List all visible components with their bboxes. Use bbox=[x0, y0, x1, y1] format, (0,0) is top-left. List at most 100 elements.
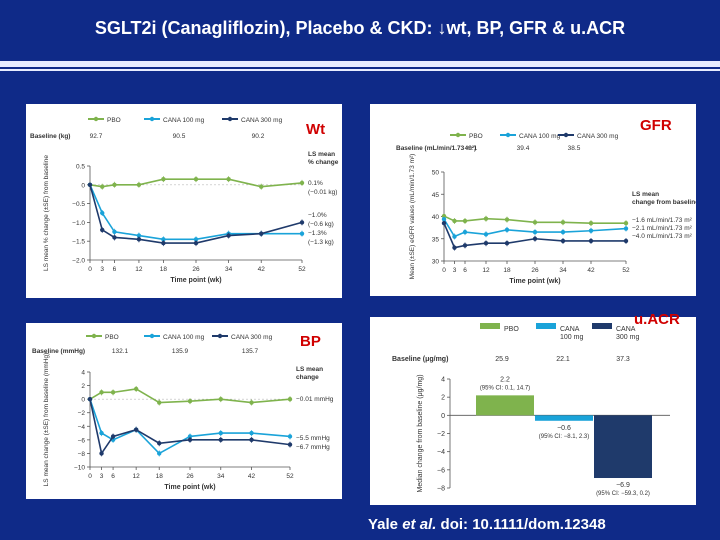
bp-x-tick-label-4: 18 bbox=[156, 473, 164, 480]
bp-x-axis-title: Time point (wk) bbox=[164, 484, 215, 491]
wt-series-0-point-2 bbox=[112, 182, 117, 187]
wt-series-2-point-5 bbox=[193, 240, 199, 246]
wt-series-2-point-8 bbox=[299, 220, 305, 225]
wt-series-0-point-6 bbox=[226, 176, 231, 182]
wt-y-tick-label-1: 0 bbox=[81, 182, 85, 189]
bp-y-tick-label-2: 0 bbox=[81, 397, 85, 404]
gfr-series-0-point-3 bbox=[483, 216, 489, 221]
wt-series-2-point-1 bbox=[100, 227, 105, 233]
gfr-legend-label-2: CANA 300 mg bbox=[577, 133, 619, 140]
bp-series-0-point-6 bbox=[218, 396, 223, 402]
wt-x-tick-label-6: 34 bbox=[225, 266, 233, 273]
uacr-legend-label-2-1: 300 mg bbox=[616, 334, 639, 341]
bp-series-0-point-5 bbox=[187, 398, 193, 404]
wt-annotation-3: (−0.6 kg) bbox=[308, 221, 334, 228]
bp-series-1-point-1 bbox=[99, 430, 104, 436]
uacr-bar-0 bbox=[476, 395, 534, 416]
wt-annotation-header-2: % change bbox=[308, 159, 339, 166]
wt-series-0-point-5 bbox=[193, 176, 199, 182]
bp-series-2-point-5 bbox=[187, 437, 193, 443]
wt-panel-label: Wt bbox=[306, 121, 326, 138]
gfr-annotation-2: −4.0 mL/min/1.73 m² bbox=[632, 233, 693, 240]
wt-annotation-1: (−0.01 kg) bbox=[308, 189, 337, 196]
uacr-legend-label-2-0: CANA bbox=[616, 326, 636, 333]
uacr-ci-label-1: (95% CI: −8.1, 2.3) bbox=[539, 434, 590, 440]
wt-series-2-point-7 bbox=[259, 231, 264, 236]
bp-x-tick-label-6: 34 bbox=[217, 473, 225, 480]
uacr-y-tick-label-5: −6 bbox=[437, 467, 445, 474]
gfr-y-tick-label-4: 30 bbox=[432, 259, 440, 266]
wt-series-1-point-1 bbox=[100, 210, 105, 216]
wt-series-2-point-6 bbox=[226, 233, 231, 238]
gfr-series-0-point-6 bbox=[560, 220, 566, 225]
bp-annotation-2: −6.7 mmHg bbox=[296, 444, 330, 451]
bp-x-tick-label-2: 6 bbox=[111, 473, 115, 480]
gfr-legend-marker-0 bbox=[455, 132, 461, 138]
gfr-series-0-point-8 bbox=[623, 220, 629, 226]
bp-series-1-point-4 bbox=[157, 451, 162, 456]
title-divider-thick bbox=[0, 61, 720, 67]
gfr-x-tick-label-4: 18 bbox=[503, 267, 511, 274]
bp-series-0-point-3 bbox=[133, 386, 139, 392]
bp-legend-label-0: PBO bbox=[105, 334, 119, 341]
bp-x-tick-label-0: 0 bbox=[88, 473, 92, 480]
gfr-series-1-point-6 bbox=[560, 229, 566, 235]
uacr-y-tick-label-6: −8 bbox=[437, 486, 445, 493]
gfr-series-2-point-6 bbox=[560, 238, 566, 244]
gfr-series-1-point-4 bbox=[504, 227, 510, 233]
uacr-y-tick-label-4: −4 bbox=[437, 449, 445, 456]
uacr-bar-label-2: −6.9 bbox=[616, 482, 630, 489]
bp-series-2-point-3 bbox=[133, 427, 139, 432]
uacr-bar-label-0: 2.2 bbox=[500, 376, 510, 383]
bp-y-tick-label-6: −8 bbox=[78, 451, 86, 458]
wt-annotation-header-1: LS mean bbox=[308, 151, 335, 158]
wt-y-axis-title: LS mean % change (±SE) from baseline bbox=[43, 155, 50, 271]
uacr-legend-label-0-0: PBO bbox=[504, 326, 519, 333]
bp-x-tick-label-7: 42 bbox=[248, 473, 256, 480]
bp-series-0-point-4 bbox=[157, 400, 162, 405]
bp-panel-label: BP bbox=[300, 333, 321, 350]
wt-x-tick-label-8: 52 bbox=[298, 266, 306, 273]
gfr-annotation-0: −1.6 mL/min/1.73 m² bbox=[632, 217, 693, 224]
wt-series-2-point-4 bbox=[161, 240, 166, 246]
wt-x-tick-label-4: 18 bbox=[160, 266, 168, 273]
wt-legend-label-1: CANA 100 mg bbox=[163, 117, 205, 124]
bp-series-2-point-0 bbox=[87, 396, 93, 402]
bp-y-tick-label-3: −2 bbox=[78, 410, 86, 417]
wt-x-tick-label-1: 3 bbox=[100, 266, 104, 273]
wt-panel: PBO CANA 100 mg CANA 300 mg Baseline (kg) 92… bbox=[26, 104, 342, 298]
bp-y-tick-label-4: −4 bbox=[78, 424, 86, 431]
wt-series-2-point-0 bbox=[87, 182, 93, 187]
wt-series-0-point-3 bbox=[136, 182, 142, 187]
wt-legend-marker-2 bbox=[227, 116, 233, 122]
bp-panel: PBO CANA 100 mg CANA 300 mg Baseline (mmHg)… bbox=[26, 323, 342, 499]
uacr-legend-swatch-0 bbox=[480, 323, 500, 329]
wt-annotation-2: −1.0% bbox=[308, 212, 327, 219]
bp-legend-marker-2 bbox=[217, 333, 223, 339]
wt-legend-marker-1 bbox=[149, 116, 155, 122]
wt-y-tick-label-2: −0.5 bbox=[72, 201, 85, 208]
wt-series-1-point-3 bbox=[136, 233, 142, 238]
uacr-baseline-value-1: 22.1 bbox=[556, 356, 570, 363]
bp-y-tick-label-7: −10 bbox=[74, 465, 85, 472]
bp-legend-marker-1 bbox=[149, 333, 155, 339]
gfr-x-tick-label-5: 26 bbox=[531, 267, 539, 274]
uacr-y-tick-label-0: 4 bbox=[441, 377, 445, 384]
gfr-y-tick-label-0: 50 bbox=[432, 170, 440, 177]
gfr-series-1-point-1 bbox=[452, 234, 457, 239]
gfr-series-2-point-2 bbox=[462, 243, 468, 248]
gfr-series-2-line bbox=[443, 222, 626, 249]
bp-series-2-line bbox=[89, 398, 291, 456]
uacr-y-axis-title: Median change from baseline (μg/mg) bbox=[417, 374, 424, 492]
bp-x-tick-label-8: 52 bbox=[286, 473, 294, 480]
wt-series-0-point-4 bbox=[161, 176, 166, 182]
gfr-x-tick-label-3: 12 bbox=[482, 267, 490, 274]
wt-series-0-point-1 bbox=[100, 184, 105, 189]
gfr-series-2-point-0 bbox=[441, 220, 447, 226]
uacr-y-tick-label-2: 0 bbox=[441, 413, 445, 420]
bp-baseline-value-1: 135.9 bbox=[172, 348, 189, 355]
bp-series-2-point-7 bbox=[249, 437, 254, 443]
gfr-x-tick-label-6: 34 bbox=[559, 267, 567, 274]
bp-baseline-value-2: 135.7 bbox=[242, 348, 259, 355]
gfr-legend-marker-2 bbox=[563, 132, 569, 138]
